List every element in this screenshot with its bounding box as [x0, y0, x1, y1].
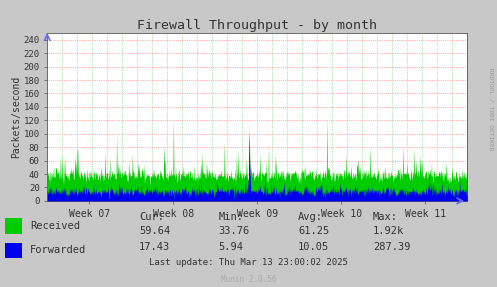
Text: 1.92k: 1.92k — [373, 226, 404, 236]
Text: Last update: Thu Mar 13 23:00:02 2025: Last update: Thu Mar 13 23:00:02 2025 — [149, 259, 348, 267]
Text: 61.25: 61.25 — [298, 226, 330, 236]
Text: 33.76: 33.76 — [219, 226, 250, 236]
Text: Min:: Min: — [219, 212, 244, 222]
Text: 10.05: 10.05 — [298, 242, 330, 252]
Text: Munin 2.0.56: Munin 2.0.56 — [221, 275, 276, 284]
Text: Cur:: Cur: — [139, 212, 164, 222]
Text: Received: Received — [30, 221, 80, 231]
Title: Firewall Throughput - by month: Firewall Throughput - by month — [137, 19, 377, 32]
Text: Avg:: Avg: — [298, 212, 323, 222]
Text: RRDTOOL / TOBI OETIKER: RRDTOOL / TOBI OETIKER — [489, 68, 494, 150]
Y-axis label: Packets/second: Packets/second — [10, 76, 21, 158]
Text: 5.94: 5.94 — [219, 242, 244, 252]
Text: Forwarded: Forwarded — [30, 245, 86, 255]
Text: 59.64: 59.64 — [139, 226, 170, 236]
Text: 17.43: 17.43 — [139, 242, 170, 252]
Text: Max:: Max: — [373, 212, 398, 222]
Text: 287.39: 287.39 — [373, 242, 410, 252]
